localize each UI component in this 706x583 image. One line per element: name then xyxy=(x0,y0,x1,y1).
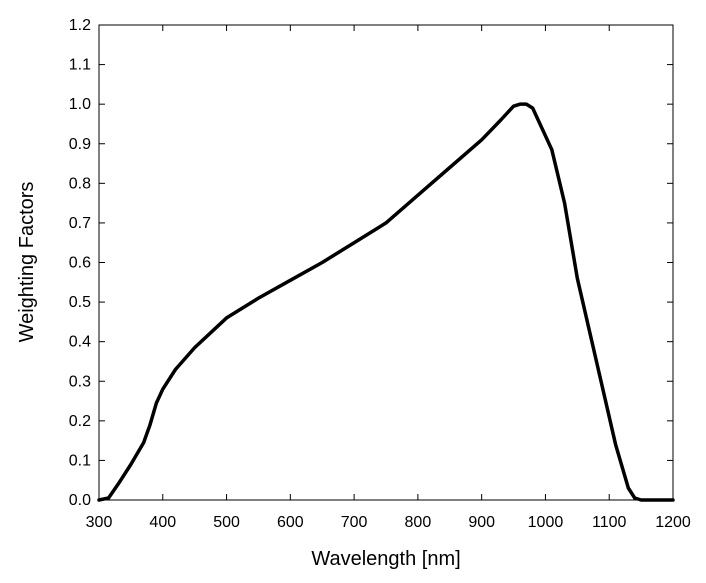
y-tick-label: 0.1 xyxy=(69,452,91,469)
y-tick-label: 0.5 xyxy=(69,294,91,311)
x-tick-label: 500 xyxy=(213,514,240,531)
y-tick-label: 0.8 xyxy=(69,175,91,192)
y-tick-label: 1.2 xyxy=(69,17,91,34)
y-tick-label: 0.2 xyxy=(69,413,91,430)
plot-frame xyxy=(98,24,674,501)
x-axis-title: Wavelength [nm] xyxy=(311,548,460,570)
x-tick-label: 300 xyxy=(86,514,113,531)
x-tick-label: 600 xyxy=(277,514,304,531)
x-tick-label: 900 xyxy=(468,514,495,531)
y-axis-ticks: 0.0 0.1 0.2 0.3 0.4 0.5 0.6 0.7 0.8 0.9 1.0 1.1 1.2 xyxy=(69,17,673,509)
y-axis-title: Weighting Factors xyxy=(16,182,38,343)
y-tick-label: 0.9 xyxy=(69,136,91,153)
x-tick-label: 1100 xyxy=(592,514,627,531)
y-tick-label: 1.1 xyxy=(69,57,91,74)
y-tick-label: 0.0 xyxy=(69,492,91,509)
y-tick-label: 0.7 xyxy=(69,215,91,232)
y-tick-label: 0.6 xyxy=(69,255,91,272)
x-axis-ticks: 300 400 500 600 700 800 900 1000 1100 1200 xyxy=(86,25,691,531)
y-tick-label: 0.4 xyxy=(69,334,91,351)
x-tick-label: 400 xyxy=(149,514,176,531)
series-line xyxy=(97,102,675,502)
x-tick-label: 1000 xyxy=(528,514,564,531)
y-tick-label: 0.3 xyxy=(69,373,91,390)
x-tick-label: 800 xyxy=(405,514,432,531)
x-tick-label: 700 xyxy=(341,514,368,531)
x-tick-label: 1200 xyxy=(655,514,691,531)
y-tick-label: 1.0 xyxy=(69,96,91,113)
series-group xyxy=(97,102,675,502)
